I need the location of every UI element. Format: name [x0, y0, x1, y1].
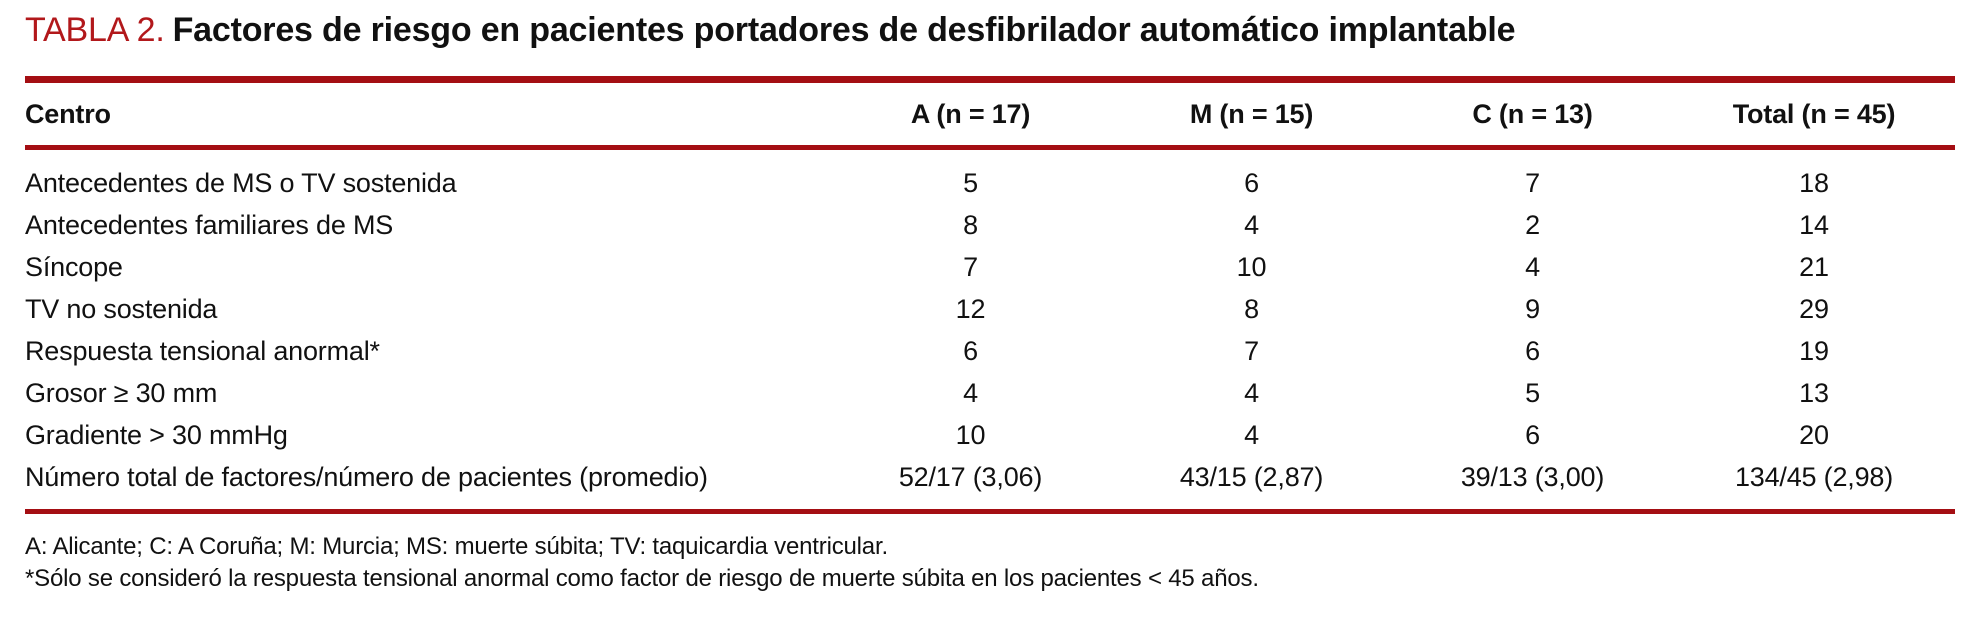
row-label: Respuesta tensional anormal* [25, 335, 380, 366]
table-row: Número total de factores/número de pacie… [25, 456, 1955, 512]
row-value: 6 [1244, 167, 1259, 198]
footnotes: A: Alicante; C: A Coruña; M: Murcia; MS:… [25, 531, 1955, 595]
row-value: 18 [1799, 167, 1829, 198]
row-value: 12 [955, 293, 986, 324]
row-value: 20 [1799, 419, 1829, 450]
table-title: TABLA 2. Factores de riesgo en pacientes … [25, 10, 1955, 50]
row-value: 4 [1244, 377, 1259, 408]
table-figure: TABLA 2. Factores de riesgo en pacientes … [25, 10, 1955, 595]
column-header-centro: Centro [25, 79, 830, 150]
row-value: 52/17 (3,06) [898, 461, 1043, 492]
row-value: 7 [1525, 167, 1540, 198]
row-value: 8 [963, 209, 978, 240]
table-row: Grosor ≥ 30 mm 4 4 5 13 [25, 372, 1955, 414]
row-value: 5 [1525, 377, 1540, 408]
header-row: Centro A (n = 17) M (n = 15) C (n = 13) Tota… [25, 79, 1955, 150]
row-value: 6 [1525, 419, 1540, 450]
row-value: 19 [1799, 335, 1829, 366]
row-value: 39/13 (3,00) [1460, 461, 1605, 492]
column-header: C (n = 13) [1392, 79, 1673, 150]
row-value: 5 [963, 167, 978, 198]
table-row: Gradiente > 30 mmHg 10 4 6 20 [25, 414, 1955, 456]
row-value: 4 [1525, 251, 1540, 282]
row-label: TV no sostenida [25, 293, 218, 324]
row-value: 43/15 (2,87) [1179, 461, 1324, 492]
table-row: Antecedentes familiares de MS 8 4 2 14 [25, 204, 1955, 246]
footnote-risk-note: *Sólo se consideró la respuesta tensiona… [25, 565, 1259, 592]
row-value: 14 [1799, 209, 1829, 240]
footnote-abbreviations: A: Alicante; C: A Coruña; M: Murcia; MS:… [25, 533, 888, 560]
row-label: Gradiente > 30 mmHg [25, 419, 288, 450]
row-value: 8 [1244, 293, 1259, 324]
row-label: Antecedentes de MS o TV sostenida [25, 167, 457, 198]
column-header: A (n = 17) [830, 79, 1111, 150]
row-label: Síncope [25, 251, 123, 282]
row-value: 21 [1799, 251, 1829, 282]
row-value: 13 [1799, 377, 1829, 408]
table-row: Síncope 7 10 4 21 [25, 246, 1955, 288]
row-value: 4 [1244, 209, 1259, 240]
row-value: 134/45 (2,98) [1734, 461, 1894, 492]
row-value: 4 [1244, 419, 1259, 450]
row-value: 29 [1799, 293, 1829, 324]
table-row: Respuesta tensional anormal* 6 7 6 19 [25, 330, 1955, 372]
row-value: 10 [955, 419, 986, 450]
risk-factors-table: Centro A (n = 17) M (n = 15) C (n = 13) Tota… [25, 76, 1955, 514]
table-row: Antecedentes de MS o TV sostenida 5 6 7 18 [25, 148, 1955, 205]
row-value: 6 [1525, 335, 1540, 366]
row-value: 4 [963, 377, 978, 408]
row-value: 7 [1244, 335, 1259, 366]
column-header: M (n = 15) [1111, 79, 1392, 150]
table-caption: Factores de riesgo en pacientes portador… [172, 11, 1516, 49]
table-number: TABLA 2. [25, 11, 165, 49]
row-label: Número total de factores/número de pacie… [25, 461, 708, 492]
row-label: Grosor ≥ 30 mm [25, 377, 218, 408]
row-value: 2 [1525, 209, 1540, 240]
row-value: 7 [963, 251, 978, 282]
row-value: 6 [963, 335, 978, 366]
row-value: 9 [1525, 293, 1540, 324]
row-value: 10 [1236, 251, 1267, 282]
table-body: Antecedentes de MS o TV sostenida 5 6 7 18 An… [25, 148, 1955, 512]
column-header: Total (n = 45) [1673, 79, 1955, 150]
row-label: Antecedentes familiares de MS [25, 209, 394, 240]
table-row: TV no sostenida 12 8 9 29 [25, 288, 1955, 330]
